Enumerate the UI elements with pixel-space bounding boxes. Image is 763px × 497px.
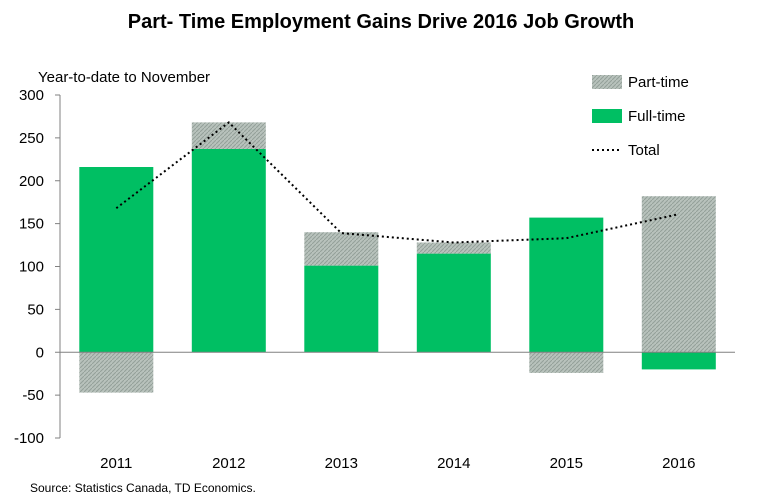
legend-swatch-full-time bbox=[592, 109, 622, 123]
chart-title: Part- Time Employment Gains Drive 2016 J… bbox=[128, 11, 634, 33]
source-note: Source: Statistics Canada, TD Economics. bbox=[30, 481, 256, 495]
chart-subtitle: Year-to-date to November bbox=[38, 69, 210, 86]
x-tick-label-2015: 2015 bbox=[550, 455, 583, 472]
bar-full-time-2014 bbox=[416, 253, 491, 353]
bar-full-time-2012 bbox=[191, 149, 266, 353]
bars bbox=[79, 122, 716, 393]
bar-part-time-2013 bbox=[304, 232, 379, 266]
x-tick-label-2011: 2011 bbox=[100, 455, 132, 472]
y-tick-label: 0 bbox=[36, 344, 44, 361]
y-tick-label: 300 bbox=[19, 87, 44, 104]
bar-full-time-2016 bbox=[641, 352, 716, 370]
x-tick-label-2013: 2013 bbox=[325, 455, 358, 472]
total-line bbox=[115, 121, 680, 244]
bar-part-time-2015 bbox=[529, 352, 604, 373]
y-tick-label: 150 bbox=[19, 216, 44, 233]
legend-label-full-time: Full-time bbox=[628, 108, 686, 125]
bar-full-time-2011 bbox=[79, 167, 154, 353]
y-tick-label: -50 bbox=[22, 387, 44, 404]
y-tick-label: 100 bbox=[19, 259, 44, 276]
legend-swatch-part-time bbox=[592, 75, 622, 89]
series-total-line bbox=[115, 121, 680, 244]
bar-part-time-2012 bbox=[191, 122, 266, 149]
legend: Part-time Full-time Total bbox=[592, 74, 689, 159]
x-tick-label-2014: 2014 bbox=[437, 455, 470, 472]
bar-part-time-2014 bbox=[416, 242, 491, 254]
bar-full-time-2015 bbox=[529, 217, 604, 353]
bar-full-time-2013 bbox=[304, 265, 379, 353]
legend-label-total: Total bbox=[628, 142, 660, 159]
legend-label-part-time: Part-time bbox=[628, 74, 689, 91]
x-tick-label-2012: 2012 bbox=[212, 455, 245, 472]
bar-part-time-2011 bbox=[79, 352, 154, 393]
x-tick-label-2016: 2016 bbox=[662, 455, 695, 472]
axes: 300 250 200 150 100 50 0 -50 -100 2011 2012 2013 201… bbox=[14, 87, 735, 472]
y-tick-label: 50 bbox=[27, 301, 44, 318]
y-tick-label: 200 bbox=[19, 173, 44, 190]
y-tick-label: 250 bbox=[19, 130, 44, 147]
y-tick-label: -100 bbox=[14, 430, 44, 447]
bar-part-time-2016 bbox=[641, 196, 716, 353]
